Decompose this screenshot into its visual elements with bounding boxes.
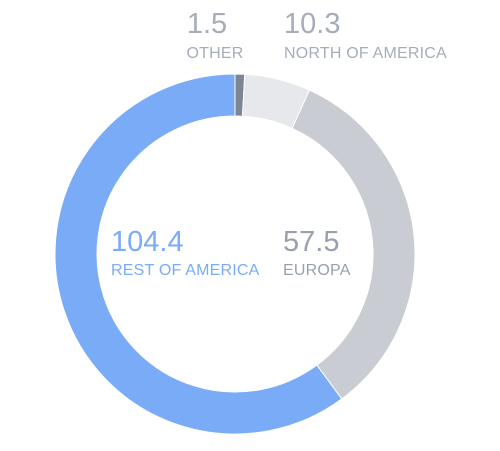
label-value-europa: 57.5 <box>283 226 339 258</box>
label-name-north-of-america: NORTH OF AMERICA <box>284 45 447 62</box>
label-name-europa: EUROPA <box>283 262 351 279</box>
slice-rest-of-america[interactable] <box>54 73 343 435</box>
label-value-other: 1.5 <box>187 8 227 40</box>
label-value-rest-of-america: 104.4 <box>111 226 184 258</box>
donut-slices <box>54 73 416 435</box>
label-value-north-of-america: 10.3 <box>284 8 340 40</box>
label-name-other: OTHER <box>187 45 244 62</box>
label-name-rest-of-america: REST OF AMERICA <box>111 262 260 279</box>
